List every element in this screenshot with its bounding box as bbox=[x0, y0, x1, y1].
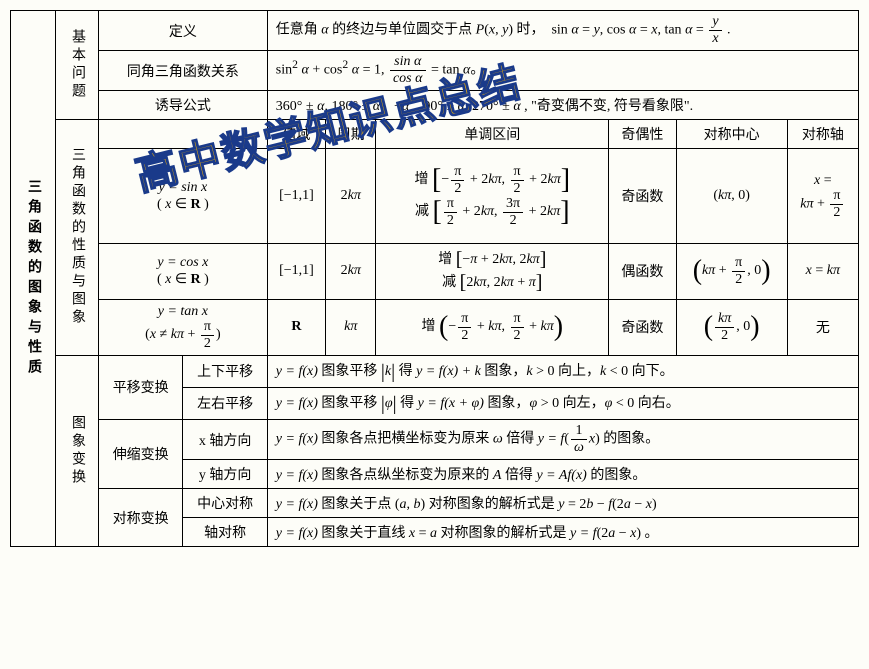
sin-parity: 奇函数 bbox=[609, 149, 676, 244]
sin-mono: 增 [−π2 + 2kπ, π2 + 2kπ] 减 [π2 + 2kπ, 3π2… bbox=[376, 149, 609, 244]
row-same-content: sin2 α + cos2 α = 1, sin αcos α = tan α。 bbox=[267, 51, 858, 91]
fn-tan-eq: y = tan x bbox=[158, 304, 208, 319]
cos-dec-label: 减 bbox=[442, 275, 456, 290]
tan-parity: 奇函数 bbox=[609, 299, 676, 355]
fn-sin-eq: y = sin x bbox=[159, 180, 208, 195]
sym-center: 中心对称 bbox=[183, 489, 267, 518]
fn-cos-dom: ( x ∈ R ) bbox=[157, 272, 209, 287]
tan-period: kπ bbox=[326, 299, 376, 355]
blank-head bbox=[99, 120, 268, 149]
main-table: 三角函数的图象与性质 基本问题 定义 任意角 α 的终边与单位圆交于点 P(x,… bbox=[10, 10, 859, 547]
shift-ud: 上下平移 bbox=[183, 355, 267, 387]
fn-cos-eq: y = cos x bbox=[157, 255, 208, 270]
section-basic: 基本问题 bbox=[56, 11, 99, 120]
fn-tan-dom: (x ≠ kπ + π2) bbox=[145, 327, 220, 342]
hdr-parity: 奇偶性 bbox=[609, 120, 676, 149]
scale-y: y 轴方向 bbox=[183, 460, 267, 489]
cos-range: [−1,1] bbox=[267, 244, 325, 300]
sin-inc-label: 增 bbox=[415, 172, 429, 187]
tan-mono: 增 (−π2 + kπ, π2 + kπ) bbox=[376, 299, 609, 355]
tan-center: (kπ2, 0) bbox=[676, 299, 787, 355]
hdr-axis: 对称轴 bbox=[787, 120, 858, 149]
section-prop: 三角函数的性质与图象 bbox=[56, 120, 99, 356]
fn-sin-dom: ( x ∈ R ) bbox=[157, 197, 209, 212]
trans-sym: 对称变换 bbox=[99, 489, 183, 547]
hdr-center: 对称中心 bbox=[676, 120, 787, 149]
scale-x: x 轴方向 bbox=[183, 420, 267, 460]
row-induce-label: 诱导公式 bbox=[99, 91, 268, 120]
sin-dec-label: 减 bbox=[415, 204, 429, 219]
sym-axis: 轴对称 bbox=[183, 518, 267, 547]
cos-parity: 偶函数 bbox=[609, 244, 676, 300]
hdr-mono: 单调区间 bbox=[376, 120, 609, 149]
page-wrap: 高中数学知识点总结 三角函数的图象与性质 基本问题 定义 任意角 α 的终边与单… bbox=[10, 10, 859, 547]
tan-range: R bbox=[267, 299, 325, 355]
sin-axis: x = kπ + π2 bbox=[787, 149, 858, 244]
hdr-period: 周期 bbox=[326, 120, 376, 149]
section-trans: 图象变换 bbox=[56, 355, 99, 547]
row-induce-content: 360° ± α, 180° ± α , −α , 90° ± α, 270° … bbox=[267, 91, 858, 120]
sin-center: (kπ, 0) bbox=[676, 149, 787, 244]
col-main-title: 三角函数的图象与性质 bbox=[11, 11, 56, 547]
tan-inc-label: 增 bbox=[422, 319, 436, 334]
shift-lr-text: y = f(x) 图象平移 |φ| 得 y = f(x + φ) 图象，φ > … bbox=[267, 387, 858, 419]
cos-axis: x = kπ bbox=[787, 244, 858, 300]
sin-period: 2kπ bbox=[326, 149, 376, 244]
sym-axis-text: y = f(x) 图象关于直线 x = a 对称图象的解析式是 y = f(2a… bbox=[267, 518, 858, 547]
cos-center: (kπ + π2, 0) bbox=[676, 244, 787, 300]
sin-range: [−1,1] bbox=[267, 149, 325, 244]
scale-x-text: y = f(x) 图象各点把横坐标变为原来 ω 倍得 y = f(1ωx) 的图… bbox=[267, 420, 858, 460]
sym-center-text: y = f(x) 图象关于点 (a, b) 对称图象的解析式是 y = 2b −… bbox=[267, 489, 858, 518]
hdr-range: 值域 bbox=[267, 120, 325, 149]
trans-scale: 伸缩变换 bbox=[99, 420, 183, 489]
cos-mono: 增 [−π + 2kπ, 2kπ] 减 [2kπ, 2kπ + π] bbox=[376, 244, 609, 300]
fn-tan: y = tan x (x ≠ kπ + π2) bbox=[99, 299, 268, 355]
tan-axis: 无 bbox=[787, 299, 858, 355]
row-def-label: 定义 bbox=[99, 11, 268, 51]
shift-ud-text: y = f(x) 图象平移 |k| 得 y = f(x) + k 图象，k > … bbox=[267, 355, 858, 387]
scale-y-text: y = f(x) 图象各点纵坐标变为原来的 A 倍得 y = Af(x) 的图象… bbox=[267, 460, 858, 489]
row-def-content: 任意角 α 的终边与单位圆交于点 P(x, y) 时， sin α = y, c… bbox=[267, 11, 858, 51]
shift-lr: 左右平移 bbox=[183, 387, 267, 419]
fn-cos: y = cos x ( x ∈ R ) bbox=[99, 244, 268, 300]
cos-inc-label: 增 bbox=[438, 252, 452, 267]
row-same-label: 同角三角函数关系 bbox=[99, 51, 268, 91]
cos-period: 2kπ bbox=[326, 244, 376, 300]
fn-sin: y = sin x ( x ∈ R ) bbox=[99, 149, 268, 244]
trans-shift: 平移变换 bbox=[99, 355, 183, 420]
